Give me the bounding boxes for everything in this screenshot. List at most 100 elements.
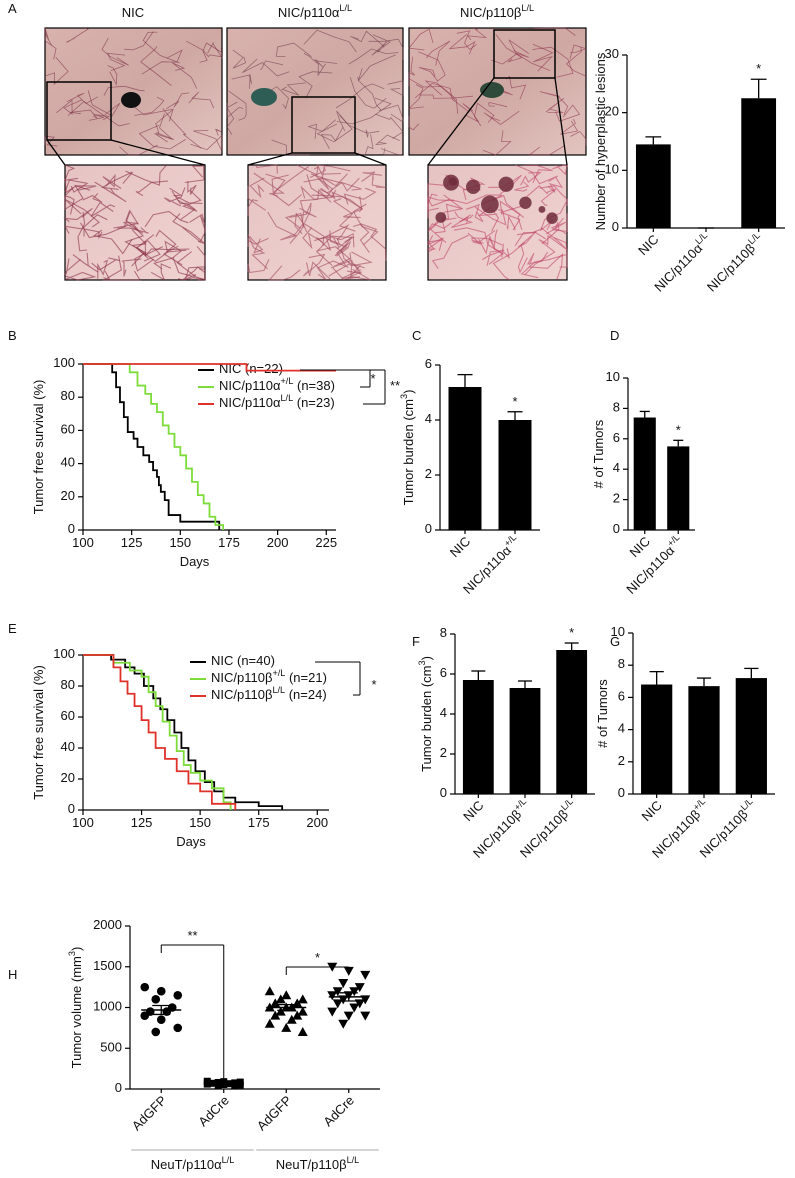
y-tick-label: 2 [613, 491, 620, 506]
y-tick-label: 6 [613, 430, 620, 445]
vessel [320, 187, 363, 211]
vessel [260, 60, 283, 71]
vessel [64, 184, 91, 211]
survival-curve [83, 654, 237, 810]
y-tick-label: 0 [618, 785, 625, 800]
vessel [64, 164, 79, 181]
vessel [419, 94, 473, 99]
bar [641, 684, 673, 794]
point [264, 986, 275, 996]
zoom-box [493, 29, 556, 79]
vessel [63, 187, 75, 215]
vessel [314, 58, 338, 68]
vessel [183, 274, 206, 281]
y-tick-label: 80 [61, 677, 75, 692]
vessel [488, 102, 508, 108]
vessel [66, 93, 99, 104]
vessel [275, 42, 312, 58]
vessel [524, 239, 556, 276]
vessel [63, 207, 93, 223]
legend-label: NIC/p110βL/L (n=24) [211, 685, 327, 702]
vessel [44, 56, 69, 86]
vessel [124, 227, 146, 267]
vessel [102, 255, 122, 281]
lesion [480, 195, 499, 214]
point [264, 1018, 275, 1028]
vessel [70, 109, 98, 119]
vessel [316, 164, 351, 175]
group-label: NeuT/p110αL/L [151, 1155, 235, 1172]
vessel [94, 181, 127, 203]
vessel [281, 82, 306, 96]
vessel [150, 263, 172, 282]
zoom-line [427, 77, 495, 166]
vessel [162, 108, 202, 149]
point [281, 1022, 292, 1032]
vessel [65, 27, 90, 43]
x-tick-label: 125 [131, 815, 153, 830]
vessel [545, 221, 568, 235]
vessel [177, 266, 206, 281]
vessel [187, 181, 197, 195]
vessel [467, 230, 496, 245]
vessel [528, 252, 564, 280]
vessel [56, 99, 83, 116]
vessel [534, 27, 576, 36]
point [140, 1011, 150, 1020]
panel-letter: F [412, 634, 420, 649]
y-tick-label: 80 [61, 389, 75, 404]
significance: ** [390, 378, 400, 393]
photo [407, 27, 588, 156]
vessel [144, 210, 189, 228]
vessel [232, 49, 247, 69]
vessel [136, 234, 161, 262]
vessel [193, 130, 223, 152]
zoom-line [554, 77, 568, 166]
y-tick-label: 40 [61, 455, 75, 470]
y-axis-label: Tumor volume (mm3) [67, 947, 84, 1069]
vessel [307, 119, 337, 139]
vessel [380, 147, 403, 156]
point [360, 970, 371, 980]
vessel [298, 71, 333, 99]
vessel [284, 212, 305, 229]
y-axis-label: Number of hyperplastic lesions [593, 52, 608, 230]
x-tick-label: AdCre [196, 1093, 233, 1130]
x-tick-label: NIC/p110βL/L [703, 231, 767, 295]
vessel [332, 267, 363, 280]
x-tick-label: 175 [248, 815, 270, 830]
vessel [348, 48, 399, 65]
zoom-line [46, 139, 66, 166]
bar [633, 417, 656, 530]
y-tick-label: 6 [425, 356, 432, 371]
vessel [408, 115, 420, 131]
lesion [519, 196, 532, 210]
y-tick-label: 8 [613, 400, 620, 415]
survival-curve [83, 654, 232, 810]
vessel [133, 106, 174, 122]
vessel [134, 251, 155, 272]
lymph-node [251, 88, 277, 106]
y-tick-label: 6 [618, 689, 625, 704]
bar [735, 678, 767, 794]
vessel [414, 82, 469, 113]
point [140, 982, 150, 992]
vessel [474, 206, 507, 226]
point [156, 986, 166, 996]
significance: * [371, 677, 376, 692]
vessel [515, 164, 558, 185]
vessel [520, 171, 543, 186]
vessel [375, 113, 404, 139]
vessel [303, 53, 326, 77]
vessel [332, 232, 355, 248]
photo [63, 164, 206, 282]
x-tick-label: AdGFP [254, 1093, 295, 1134]
x-tick-label: 125 [121, 535, 143, 550]
photo-label: NIC/p110βL/L [460, 3, 534, 20]
group-label: NeuT/p110βL/L [276, 1155, 360, 1172]
vessel [253, 172, 286, 197]
vessel [482, 249, 505, 266]
bar [635, 144, 671, 228]
vessel [316, 236, 341, 251]
